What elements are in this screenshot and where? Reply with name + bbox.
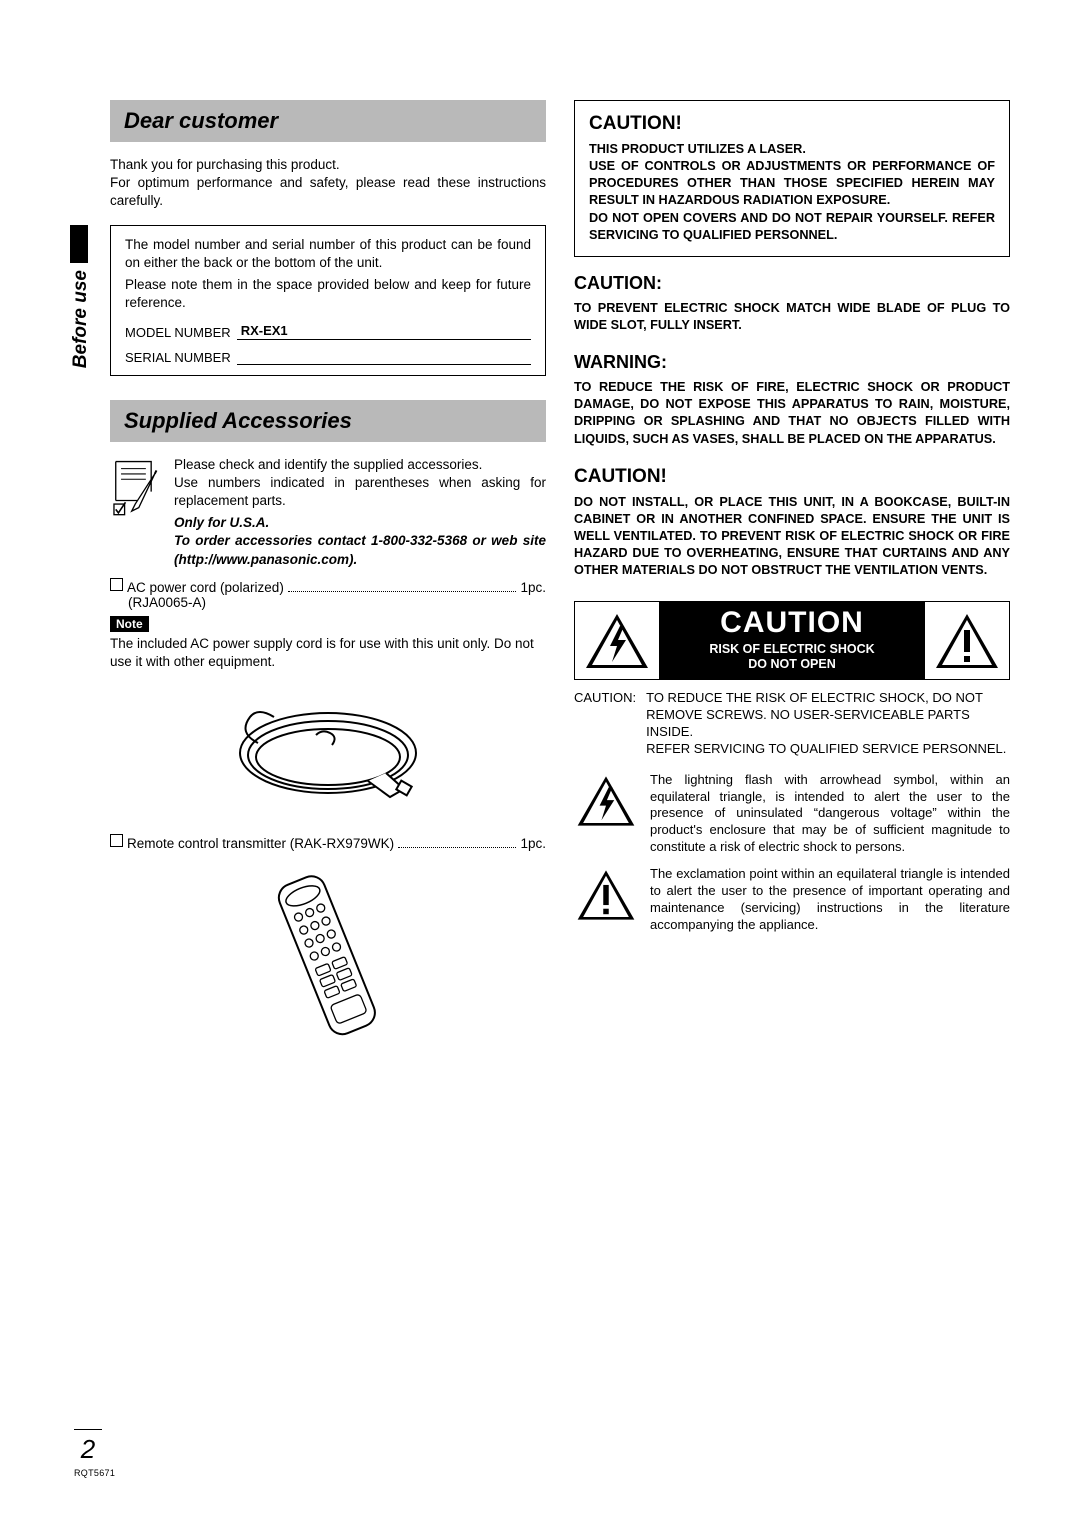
acc-intro1: Please check and identify the supplied a… bbox=[174, 456, 546, 474]
section-header-dear-customer: Dear customer bbox=[110, 100, 546, 142]
caution-head-1: CAUTION! bbox=[589, 113, 995, 135]
lightning-triangle-icon bbox=[575, 604, 659, 678]
acc-item-2-qty: 1pc. bbox=[520, 836, 546, 851]
acc-item-1-checkbox bbox=[110, 578, 123, 591]
model-box-text2: Please note them in the space provided b… bbox=[125, 276, 531, 312]
symbol-text-exclamation: The exclamation point within an equilate… bbox=[650, 866, 1010, 934]
acc-item-1-label: AC power cord (polarized) bbox=[127, 580, 284, 595]
remote-illustration bbox=[258, 863, 398, 1053]
caution-head-3: CAUTION! bbox=[574, 466, 1010, 488]
model-box-text1: The model number and serial number of th… bbox=[125, 236, 531, 272]
document-id: RQT5671 bbox=[74, 1468, 115, 1478]
exclamation-triangle-icon bbox=[925, 604, 1009, 678]
caution-text-body: TO REDUCE THE RISK OF ELECTRIC SHOCK, DO… bbox=[646, 690, 1010, 758]
serial-row: SERIAL NUMBER bbox=[125, 350, 531, 365]
model-serial-box: The model number and serial number of th… bbox=[110, 225, 546, 376]
acc-item-1-partno: (RJA0065-A) bbox=[128, 595, 546, 610]
model-label: MODEL NUMBER bbox=[125, 325, 231, 340]
model-value: RX-EX1 bbox=[237, 323, 531, 340]
page-footer: 2 RQT5671 bbox=[74, 1429, 115, 1478]
left-column: Dear customer Thank you for purchasing t… bbox=[110, 100, 546, 1065]
caution-2-p1: TO PREVENT ELECTRIC SHOCK MATCH WIDE BLA… bbox=[574, 300, 1010, 334]
warning-p1: TO REDUCE THE RISK OF FIRE, ELECTRIC SHO… bbox=[574, 379, 1010, 448]
warning-block: WARNING: TO REDUCE THE RISK OF FIRE, ELE… bbox=[574, 352, 1010, 448]
caution-box-1: CAUTION! THIS PRODUCT UTILIZES A LASER. … bbox=[574, 100, 1010, 257]
banner-center: CAUTION RISK OF ELECTRIC SHOCK DO NOT OP… bbox=[659, 602, 925, 679]
caution-block-3: CAUTION! DO NOT INSTALL, OR PLACE THIS U… bbox=[574, 466, 1010, 580]
caution-1-p2: USE OF CONTROLS OR ADJUSTMENTS OR PERFOR… bbox=[589, 158, 995, 209]
caution-block-2: CAUTION: TO PREVENT ELECTRIC SHOCK MATCH… bbox=[574, 273, 1010, 334]
warning-head: WARNING: bbox=[574, 352, 1010, 373]
caution-head-2: CAUTION: bbox=[574, 273, 1010, 294]
acc-order: To order accessories contact 1-800-332-5… bbox=[174, 532, 546, 568]
caution-1-p3: DO NOT OPEN COVERS AND DO NOT REPAIR YOU… bbox=[589, 210, 995, 244]
page-number: 2 bbox=[74, 1429, 102, 1465]
serial-value bbox=[237, 363, 531, 365]
acc-intro2: Use numbers indicated in parentheses whe… bbox=[174, 474, 546, 510]
acc-item-2: Remote control transmitter (RAK-RX979WK)… bbox=[110, 835, 546, 851]
caution-3-p1: DO NOT INSTALL, OR PLACE THIS UNIT, IN A… bbox=[574, 494, 1010, 580]
banner-sub2: DO NOT OPEN bbox=[663, 657, 921, 671]
note-tag: Note bbox=[110, 616, 149, 632]
acc-item-1-qty: 1pc. bbox=[520, 580, 546, 595]
exclamation-triangle-icon-small bbox=[574, 866, 638, 934]
note-text: The included AC power supply cord is for… bbox=[110, 635, 546, 671]
acc-item-2-checkbox bbox=[110, 834, 123, 847]
lightning-triangle-icon-small bbox=[574, 772, 638, 856]
caution-text-label: CAUTION: bbox=[574, 690, 636, 758]
section-header-supplied-accessories: Supplied Accessories bbox=[110, 400, 546, 442]
right-column: CAUTION! THIS PRODUCT UTILIZES A LASER. … bbox=[574, 100, 1010, 1065]
banner-sub1: RISK OF ELECTRIC SHOCK bbox=[663, 642, 921, 656]
banner-word: CAUTION bbox=[663, 608, 921, 638]
caution-1-p1: THIS PRODUCT UTILIZES A LASER. bbox=[589, 141, 995, 158]
power-cord-illustration bbox=[218, 683, 438, 823]
caution-text-block: CAUTION: TO REDUCE THE RISK OF ELECTRIC … bbox=[574, 690, 1010, 758]
page: Dear customer Thank you for purchasing t… bbox=[0, 0, 1080, 1105]
side-label: Before use bbox=[70, 172, 92, 270]
model-row: MODEL NUMBER RX-EX1 bbox=[125, 323, 531, 340]
caution-banner: CAUTION RISK OF ELECTRIC SHOCK DO NOT OP… bbox=[574, 601, 1010, 680]
side-label-text: Before use bbox=[70, 270, 92, 368]
checklist-hand-icon bbox=[110, 458, 164, 523]
symbol-text-lightning: The lightning flash with arrowhead symbo… bbox=[650, 772, 1010, 856]
intro-paragraph: Thank you for purchasing this product. F… bbox=[110, 156, 546, 211]
serial-label: SERIAL NUMBER bbox=[125, 350, 231, 365]
acc-only-usa: Only for U.S.A. bbox=[174, 514, 546, 532]
acc-item-2-label: Remote control transmitter (RAK-RX979WK) bbox=[127, 836, 394, 851]
symbol-row-exclamation: The exclamation point within an equilate… bbox=[574, 866, 1010, 934]
accessories-intro: Please check and identify the supplied a… bbox=[110, 456, 546, 569]
acc-item-1: AC power cord (polarized) 1pc. bbox=[110, 579, 546, 595]
symbol-row-lightning: The lightning flash with arrowhead symbo… bbox=[574, 772, 1010, 856]
